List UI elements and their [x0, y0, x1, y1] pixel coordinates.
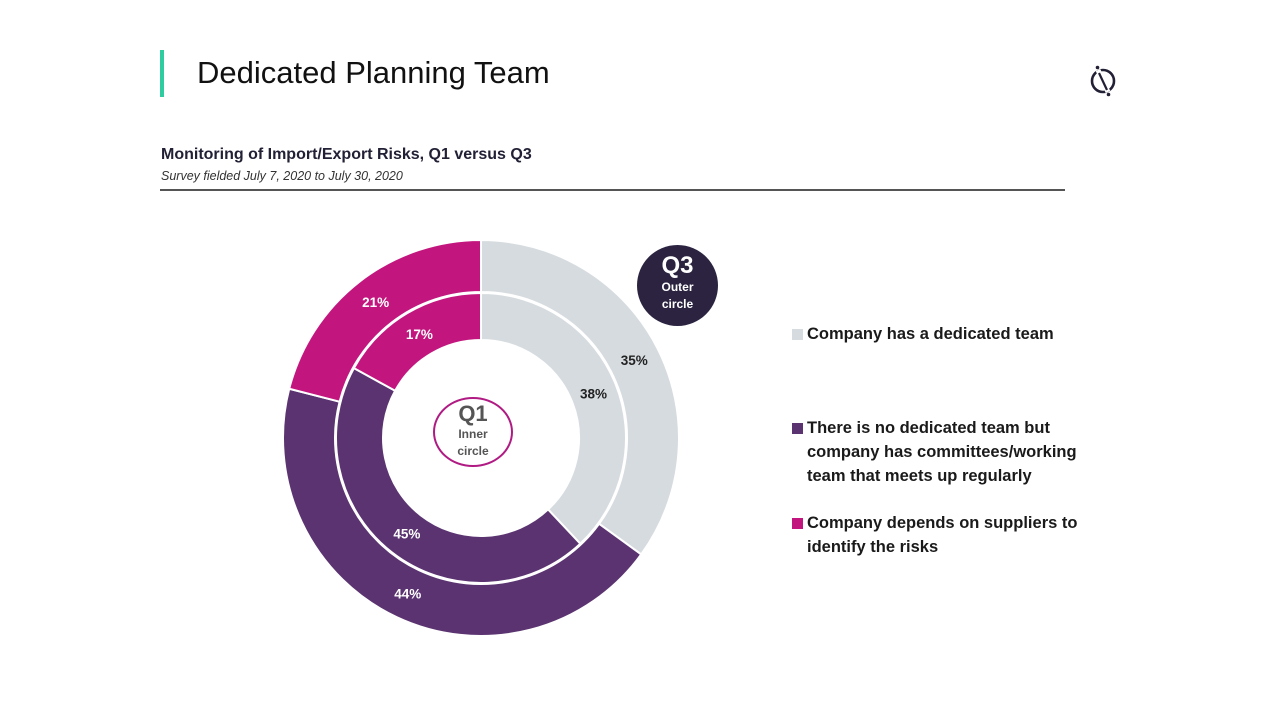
legend-item-suppliers: Company depends on suppliers to identify…	[792, 511, 1102, 559]
title-accent-bar	[160, 50, 164, 97]
q1-badge-line1: Inner	[458, 427, 488, 441]
q3-badge-title: Q3	[661, 252, 694, 279]
legend-item-dedicated-team: Company has a dedicated team	[792, 322, 1102, 346]
q1-data-label-company-depends-on-suppliers-t: 17%	[406, 327, 433, 342]
q1-data-label-company-has-a-dedicated-team: 38%	[580, 386, 607, 401]
q3-data-label-there-is-no-dedicated-team-but: 44%	[394, 587, 421, 602]
q3-badge-line2: circle	[661, 297, 694, 311]
title-divider	[160, 189, 1065, 191]
q3-badge-line1: Outer	[661, 280, 694, 294]
legend-item-committees: There is no dedicated team but company h…	[792, 416, 1102, 488]
legend-label: Company depends on suppliers to identify…	[807, 514, 1078, 556]
slashed-circle-logo-icon	[1090, 65, 1116, 97]
legend-swatch	[792, 518, 803, 529]
legend-swatch	[792, 329, 803, 340]
q1-slice-company-has-a-dedicated-team	[480, 291, 627, 546]
page-title: Dedicated Planning Team	[197, 55, 550, 90]
q1-inner-circle-badge: Q1 Inner circle	[433, 397, 513, 467]
legend-swatch	[792, 423, 803, 434]
chart-title: Monitoring of Import/Export Risks, Q1 ve…	[161, 146, 532, 163]
q1-slice-company-depends-on-suppliers-t	[352, 291, 482, 393]
q1-badge-line2: circle	[457, 444, 489, 458]
q3-data-label-company-has-a-dedicated-team: 35%	[621, 353, 648, 368]
q3-outer-circle-badge: Q3 Outer circle	[637, 245, 718, 326]
legend-label: There is no dedicated team but company h…	[807, 419, 1077, 485]
q3-data-label-company-depends-on-suppliers-t: 21%	[362, 295, 389, 310]
chart-subtitle: Survey fielded July 7, 2020 to July 30, …	[161, 169, 403, 183]
q1-badge-title: Q1	[458, 401, 488, 426]
q1-slice-there-is-no-dedicated-team-but	[335, 366, 582, 584]
legend-label: Company has a dedicated team	[807, 325, 1054, 343]
q1-data-label-there-is-no-dedicated-team-but: 45%	[393, 527, 420, 542]
